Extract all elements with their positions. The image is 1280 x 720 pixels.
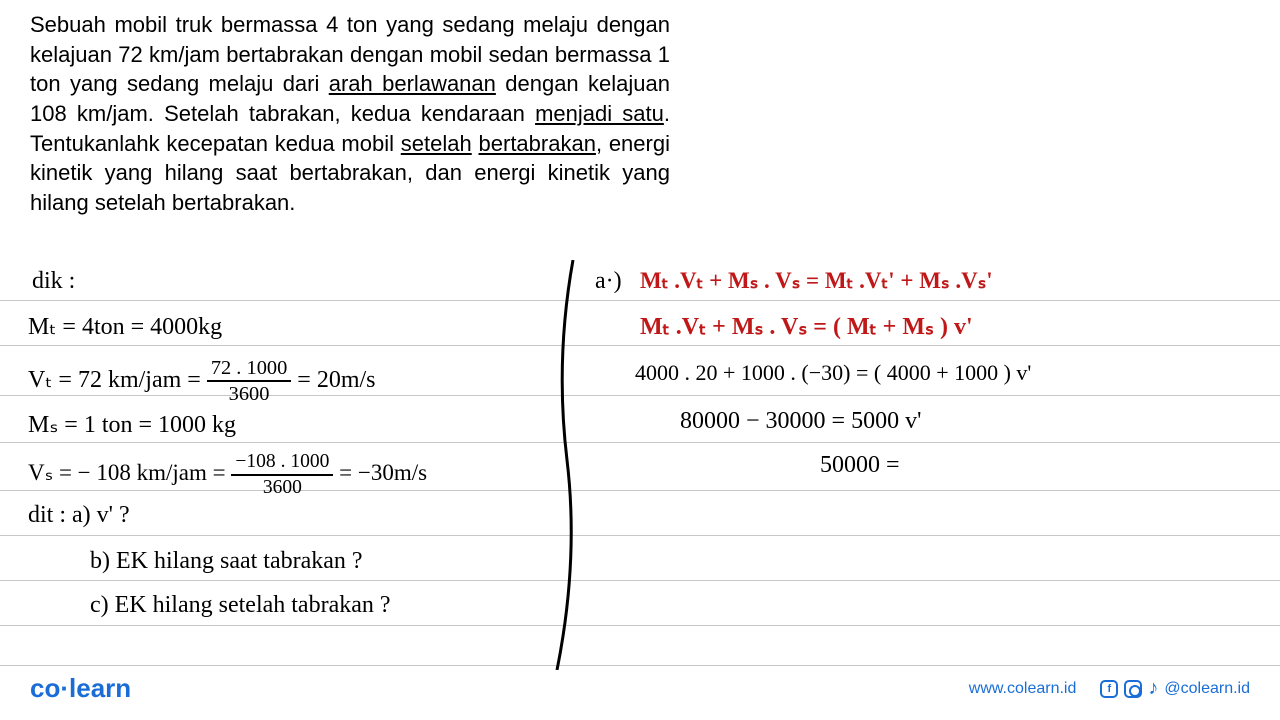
logo-learn: learn — [69, 673, 131, 703]
hw-b: b) EK hilang saat tabrakan ? — [90, 548, 363, 575]
rule-line — [0, 625, 1280, 626]
underlined-phrase: bertabrakan — [479, 131, 596, 156]
brand-logo: co·learn — [30, 673, 131, 704]
hw-vt-b: = 20m/s — [297, 367, 375, 393]
problem-line: kelajuan 72 km/jam bertabrakan dengan mo… — [30, 42, 651, 67]
hw-vt-frac: 72 . 1000 3600 — [207, 358, 291, 405]
footer-socials: f ♪ @colearn.id — [1100, 677, 1250, 700]
hw-a-label: a·) — [595, 268, 622, 295]
underlined-phrase: arah berlawanan — [329, 71, 496, 96]
hw-vt-den: 3600 — [225, 382, 274, 404]
divider-curve — [545, 260, 585, 670]
hw-vt-a: Vₜ = 72 km/jam = — [28, 367, 201, 393]
hw-eq4: 80000 − 30000 = 5000 v' — [680, 408, 921, 435]
logo-co: co — [30, 673, 60, 703]
rule-line — [0, 580, 1280, 581]
footer-right: www.colearn.id f ♪ @colearn.id — [969, 677, 1250, 700]
hw-vs-a: Vₛ = − 108 km/jam = — [28, 460, 226, 485]
facebook-icon: f — [1100, 680, 1118, 698]
underlined-phrase: menjadi satu — [535, 101, 664, 126]
footer-url: www.colearn.id — [969, 680, 1077, 698]
hw-vt-num: 72 . 1000 — [207, 358, 291, 382]
hw-eq2: Mₜ .Vₜ + Mₛ . Vₛ = ( Mₜ + Mₛ ) v' — [640, 312, 973, 341]
problem-statement: Sebuah mobil truk bermassa 4 ton yang se… — [30, 10, 670, 218]
instagram-icon — [1124, 680, 1142, 698]
problem-line: dengan — [496, 71, 579, 96]
underlined-phrase: setelah — [401, 131, 472, 156]
rule-line — [0, 345, 1280, 346]
hw-vs-num: −108 . 1000 — [231, 452, 333, 476]
hw-eq3: 4000 . 20 + 1000 . (−30) = ( 4000 + 1000… — [635, 360, 1031, 386]
rule-line — [0, 535, 1280, 536]
hw-ms: Mₛ = 1 ton = 1000 kg — [28, 410, 236, 439]
rule-line — [0, 665, 1280, 666]
hw-dik: dik : — [32, 268, 75, 295]
logo-dot: · — [60, 673, 69, 703]
hw-vs-b: = −30m/s — [339, 460, 427, 485]
hw-vs-den: 3600 — [259, 476, 306, 498]
hw-eq5: 50000 = — [820, 452, 900, 479]
hw-vs: Vₛ = − 108 km/jam = −108 . 1000 3600 = −… — [28, 452, 427, 497]
rule-line — [0, 300, 1280, 301]
hw-vt: Vₜ = 72 km/jam = 72 . 1000 3600 = 20m/s — [28, 358, 376, 405]
hw-dit: dit : a) v' ? — [28, 502, 130, 529]
rule-line — [0, 442, 1280, 443]
hw-c: c) EK hilang setelah tabrakan ? — [90, 592, 391, 619]
hw-vs-frac: −108 . 1000 3600 — [231, 452, 333, 497]
footer: co·learn www.colearn.id f ♪ @colearn.id — [30, 673, 1250, 704]
tiktok-icon: ♪ — [1148, 677, 1158, 700]
footer-handle: @colearn.id — [1164, 680, 1250, 698]
hw-eq1: Mₜ .Vₜ + Mₛ . Vₛ = Mₜ .Vₜ' + Mₛ .Vₛ' — [640, 268, 993, 294]
problem-line: Sebuah mobil truk bermassa 4 ton yang se… — [30, 12, 670, 37]
hw-mt: Mₜ = 4ton = 4000kg — [28, 312, 222, 341]
